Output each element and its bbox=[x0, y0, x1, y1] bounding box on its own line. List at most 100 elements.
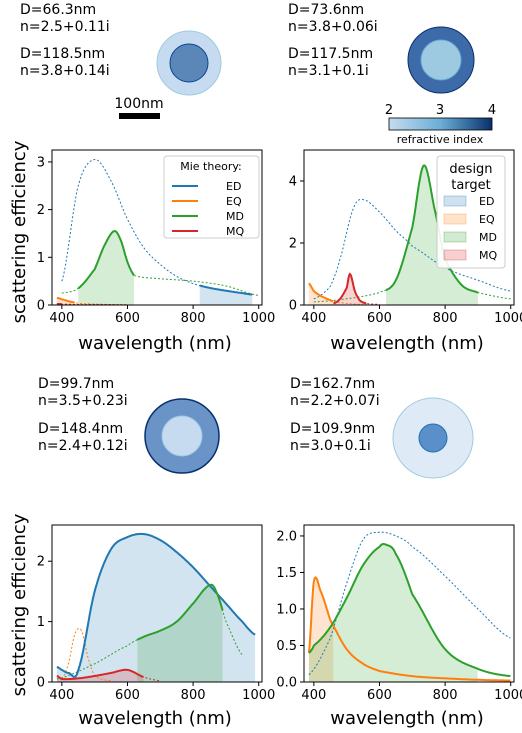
x-tick-label: 1000 bbox=[494, 688, 522, 703]
axes-frame bbox=[303, 149, 515, 306]
y-tick-label: 2 bbox=[289, 237, 297, 252]
core-diameter-label: D=73.6nm bbox=[288, 2, 364, 18]
colorbar-tick: 2 bbox=[385, 103, 393, 118]
legend-label-mq: MQ bbox=[479, 249, 497, 262]
y-tick-label: 0.0 bbox=[276, 676, 297, 691]
x-tick-label: 600 bbox=[367, 311, 392, 326]
legend-mie-theory: Mie theory: ED EQ MD MQ bbox=[163, 155, 260, 239]
legend-title: target bbox=[451, 178, 491, 193]
shell-diameter-label: D=162.7nm bbox=[290, 376, 375, 392]
shell-index-label: n=3.8+0.14i bbox=[20, 63, 110, 79]
shell-diameter-label: D=117.5nm bbox=[288, 46, 373, 62]
y-tick-label: 2 bbox=[37, 203, 45, 218]
legend-label-mq: MQ bbox=[226, 225, 244, 238]
chart-panel-2: 400 600 800 1000 0 2 4 bbox=[289, 149, 522, 326]
particle-block-3: D=99.7nm n=3.5+0.23i D=148.4nm n=2.4+0.1… bbox=[38, 376, 220, 474]
particle-core bbox=[169, 43, 209, 83]
particle-block-2: D=73.6nm n=3.8+0.06i D=117.5nm n=3.1+0.1… bbox=[288, 2, 475, 94]
shell-index-label: n=3.1+0.1i bbox=[288, 63, 369, 79]
target-fill-ed bbox=[56, 533, 256, 682]
series-line-ed bbox=[308, 531, 511, 676]
core-index-label: n=2.5+0.11i bbox=[20, 19, 110, 35]
x-tick-label: 1000 bbox=[242, 311, 275, 326]
target-fill-md bbox=[78, 231, 134, 305]
axes-frame bbox=[51, 149, 263, 306]
series-line-md bbox=[61, 230, 259, 296]
target-fill-md bbox=[308, 544, 478, 682]
series-line-ed bbox=[313, 198, 511, 300]
particle-core bbox=[418, 423, 448, 453]
target-fill-eq bbox=[308, 577, 334, 682]
core-index-label: n=2.4+0.12i bbox=[38, 438, 128, 454]
plot-area bbox=[307, 531, 511, 682]
target-fill-ed bbox=[199, 285, 253, 305]
legend-title: design bbox=[449, 162, 492, 177]
legend-label-eq: EQ bbox=[479, 213, 495, 226]
x-axis-label: wavelength (nm) bbox=[78, 708, 232, 729]
legend-swatch-eq bbox=[443, 213, 467, 225]
colorbar-tick: 4 bbox=[488, 103, 496, 118]
plot-area bbox=[56, 532, 256, 682]
target-fill-md bbox=[386, 165, 478, 305]
y-tick-label: 2 bbox=[37, 555, 45, 570]
colorbar-tick: 3 bbox=[436, 103, 444, 118]
core-index-label: n=3.8+0.06i bbox=[288, 19, 378, 35]
y-tick-label: 1.5 bbox=[276, 566, 297, 581]
core-diameter-label: D=66.3nm bbox=[20, 2, 96, 18]
plot-area bbox=[56, 159, 259, 305]
x-tick-label: 400 bbox=[301, 311, 326, 326]
series-solid-md bbox=[385, 164, 479, 294]
y-tick-label: 2.0 bbox=[276, 529, 297, 544]
legend-label-eq: EQ bbox=[226, 195, 242, 208]
colorbar-gradient bbox=[388, 117, 493, 131]
y-axis-label: scattering efficiency bbox=[9, 140, 30, 323]
series-solid-md bbox=[308, 543, 511, 678]
x-axis-label: wavelength (nm) bbox=[330, 333, 484, 354]
x-axis-label: wavelength (nm) bbox=[330, 708, 484, 729]
y-tick-label: 4 bbox=[289, 175, 297, 190]
colorbar: 2 3 4 refractive index bbox=[385, 103, 496, 146]
legend-label-md: MD bbox=[479, 231, 497, 244]
axes-frame bbox=[303, 524, 515, 683]
y-tick-label: 0.5 bbox=[276, 639, 297, 654]
x-tick-label: 400 bbox=[49, 688, 74, 703]
y-tick-label: 0 bbox=[37, 299, 45, 314]
legend-swatch-mq bbox=[443, 249, 467, 261]
colorbar-label: refractive index bbox=[397, 133, 484, 146]
series-solid-ed bbox=[199, 284, 253, 296]
y-tick-label: 0 bbox=[289, 299, 297, 314]
series-solid-mq bbox=[56, 668, 144, 681]
legend-label-ed: ED bbox=[226, 180, 241, 193]
x-tick-label: 600 bbox=[115, 311, 140, 326]
series-solid-eq bbox=[56, 296, 75, 304]
x-tick-label: 800 bbox=[181, 688, 206, 703]
series-line-ed bbox=[61, 159, 253, 295]
scale-bar: 100nm bbox=[114, 96, 164, 119]
legend-label-ed: ED bbox=[479, 195, 494, 208]
series-solid-mq bbox=[333, 272, 367, 305]
chart-panel-1: 400 600 800 1000 0 1 2 3 bbox=[37, 149, 275, 326]
y-tick-label: 0 bbox=[37, 676, 45, 691]
x-axis-label: wavelength (nm) bbox=[78, 333, 232, 354]
y-tick-label: 1 bbox=[37, 251, 45, 266]
x-tick-label: 800 bbox=[433, 688, 458, 703]
chart-panel-4: 400 600 800 1000 0.0 0.5 1.0 1.5 2.0 bbox=[276, 524, 522, 703]
x-tick-label: 600 bbox=[367, 688, 392, 703]
particle-block-1: D=66.3nm n=2.5+0.11i D=118.5nm n=3.8+0.1… bbox=[20, 2, 222, 96]
scale-bar-line bbox=[119, 113, 160, 119]
series-solid-md bbox=[77, 229, 135, 290]
y-tick-label: 3 bbox=[37, 155, 45, 170]
chart-panel-3: 400 600 800 1000 0 1 2 bbox=[37, 524, 275, 703]
legend-swatch-ed bbox=[443, 195, 467, 207]
x-tick-label: 1000 bbox=[494, 311, 522, 326]
shell-index-label: n=3.5+0.23i bbox=[38, 393, 128, 409]
legend-title: Mie theory: bbox=[180, 160, 242, 173]
y-tick-label: 1 bbox=[37, 615, 45, 630]
x-tick-label: 400 bbox=[49, 311, 74, 326]
series-solid-ed bbox=[56, 532, 256, 678]
particle-core bbox=[420, 39, 462, 81]
series-solid-eq bbox=[308, 282, 334, 303]
core-diameter-label: D=148.4nm bbox=[38, 421, 123, 437]
x-tick-label: 400 bbox=[301, 688, 326, 703]
